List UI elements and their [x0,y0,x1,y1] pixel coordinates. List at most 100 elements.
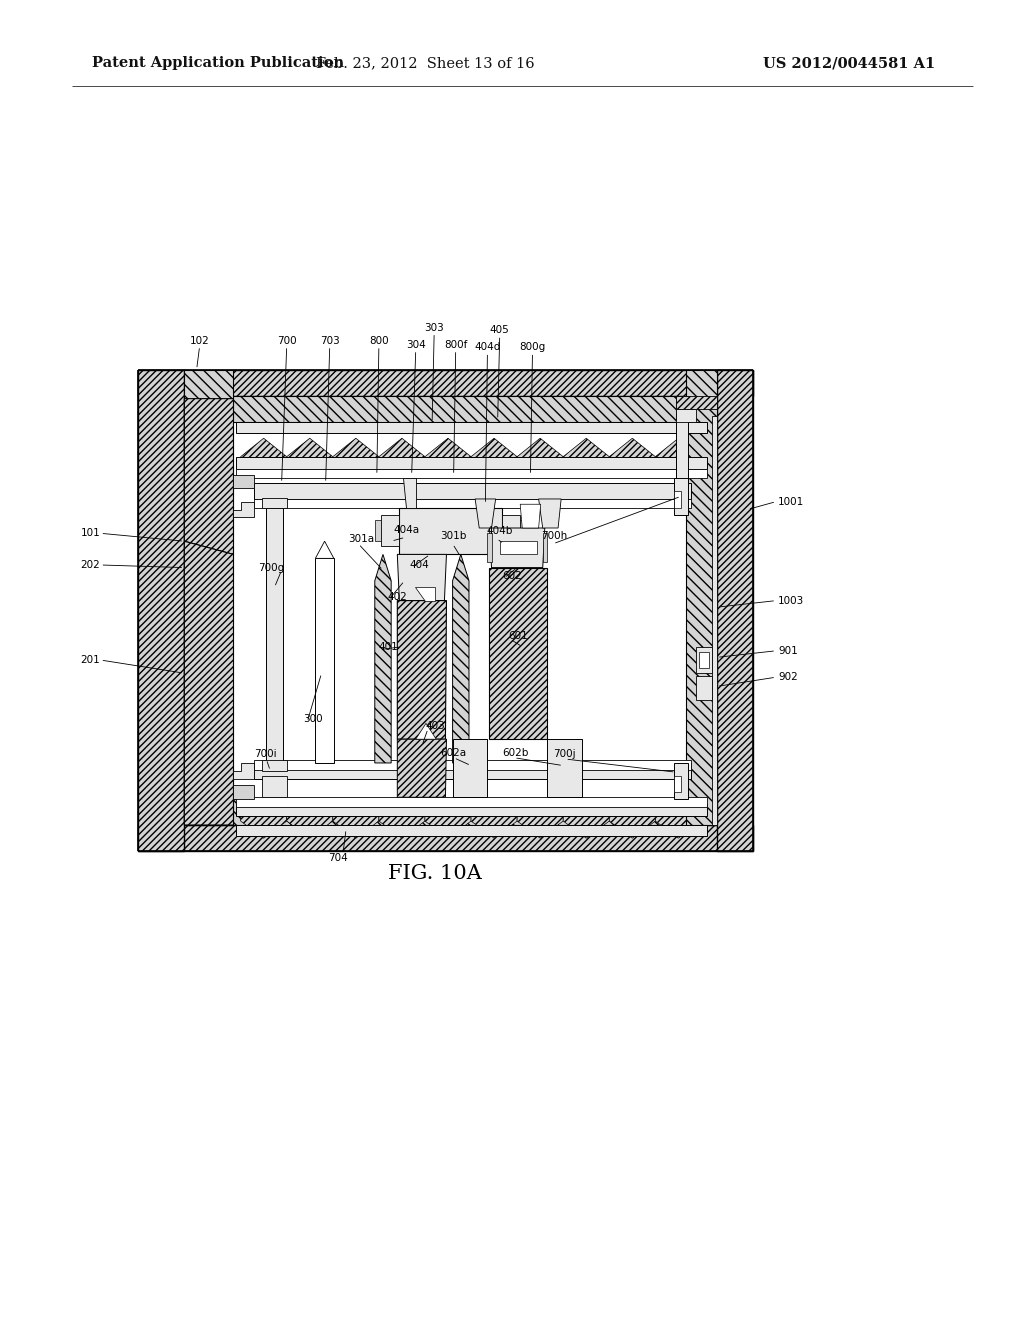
Polygon shape [397,554,446,601]
Polygon shape [543,533,547,562]
Text: 1003: 1003 [778,595,805,606]
Polygon shape [233,763,254,779]
Text: 601: 601 [508,631,527,642]
Polygon shape [520,504,541,528]
Polygon shape [425,438,471,462]
Polygon shape [397,739,446,797]
Polygon shape [500,541,537,554]
Polygon shape [236,797,707,807]
Polygon shape [471,438,517,462]
Text: 902: 902 [778,672,798,682]
Polygon shape [254,763,691,779]
Text: 404a: 404a [393,524,420,535]
Polygon shape [674,763,688,799]
Polygon shape [475,499,496,528]
Polygon shape [184,541,233,825]
Polygon shape [416,723,436,739]
Text: 700g: 700g [258,562,285,573]
Polygon shape [159,799,737,825]
Polygon shape [159,396,737,422]
Polygon shape [138,825,753,851]
Polygon shape [517,438,563,462]
Text: 700i: 700i [254,748,276,759]
Polygon shape [674,776,681,792]
Text: 403: 403 [425,721,444,731]
Polygon shape [236,422,707,433]
Text: 703: 703 [319,335,340,346]
Polygon shape [184,370,233,825]
Text: 404: 404 [410,560,429,570]
Text: 602b: 602b [502,747,528,758]
Polygon shape [487,533,492,562]
Text: 300: 300 [303,714,323,725]
Polygon shape [138,370,184,851]
Polygon shape [375,520,381,541]
Polygon shape [520,520,526,541]
Text: 602: 602 [502,570,521,581]
Polygon shape [674,478,688,515]
Polygon shape [315,541,334,558]
Polygon shape [287,438,333,462]
Text: 800g: 800g [519,342,546,352]
Polygon shape [489,528,545,568]
Polygon shape [489,568,547,739]
Text: 901: 901 [778,645,798,656]
Polygon shape [686,370,717,825]
Text: US 2012/0044581 A1: US 2012/0044581 A1 [763,57,935,70]
Polygon shape [415,587,435,601]
Text: 304: 304 [406,339,426,350]
Polygon shape [397,601,446,739]
Polygon shape [254,499,691,508]
Polygon shape [262,776,287,797]
Text: 102: 102 [189,335,210,346]
Text: 704: 704 [328,853,348,863]
Polygon shape [333,816,379,838]
Text: Patent Application Publication: Patent Application Publication [92,57,344,70]
Text: 602a: 602a [440,747,467,758]
Polygon shape [262,498,287,508]
Polygon shape [262,760,287,771]
Polygon shape [254,508,674,752]
Polygon shape [563,816,609,838]
Polygon shape [453,739,487,797]
Text: 404d: 404d [474,342,501,352]
Polygon shape [539,499,561,528]
Polygon shape [676,409,696,422]
Text: 405: 405 [489,325,510,335]
Polygon shape [241,438,287,462]
Polygon shape [655,816,701,838]
Text: 101: 101 [81,528,100,539]
Polygon shape [425,816,471,838]
Polygon shape [254,483,691,499]
Polygon shape [502,515,520,546]
Polygon shape [453,554,469,763]
Polygon shape [236,457,707,469]
Polygon shape [712,416,717,825]
Polygon shape [184,399,233,554]
Text: 800: 800 [369,335,389,346]
Text: 700: 700 [276,335,297,346]
Polygon shape [609,438,655,462]
Polygon shape [379,816,425,838]
Polygon shape [287,816,333,838]
Polygon shape [379,438,425,462]
Polygon shape [655,438,701,462]
Polygon shape [241,816,287,838]
Text: 301b: 301b [440,531,467,541]
Text: 202: 202 [81,560,100,570]
Text: Feb. 23, 2012  Sheet 13 of 16: Feb. 23, 2012 Sheet 13 of 16 [315,57,535,70]
Polygon shape [696,647,712,673]
Polygon shape [266,508,283,763]
Polygon shape [333,438,379,462]
Polygon shape [315,558,334,763]
Polygon shape [375,554,391,763]
Polygon shape [547,739,582,797]
Polygon shape [563,438,609,462]
Polygon shape [717,370,753,851]
Polygon shape [699,652,709,668]
Polygon shape [403,478,416,508]
Text: FIG. 10A: FIG. 10A [388,865,482,883]
Polygon shape [517,816,563,838]
Text: 404b: 404b [486,525,513,536]
Polygon shape [138,370,753,396]
